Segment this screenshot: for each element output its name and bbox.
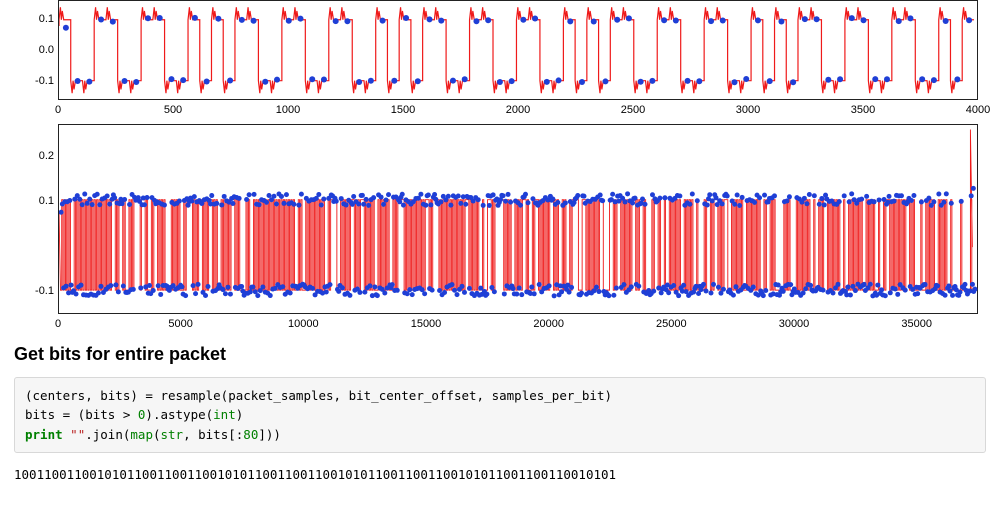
x-tick-label: 3500 <box>851 104 875 116</box>
code-cell: (centers, bits) = resample(packet_sample… <box>14 377 986 453</box>
svg-plot-top <box>59 1 979 101</box>
code-line-2a: bits = (bits > <box>25 407 138 422</box>
x-tick-label: 15000 <box>411 318 442 330</box>
x-tick-label: 1500 <box>391 104 415 116</box>
y-tick-label: 0.2 <box>39 150 54 162</box>
x-tick-label: 4000 <box>966 104 990 116</box>
x-tick-label: 35000 <box>901 318 932 330</box>
code-line-2b: ).astype( <box>145 407 213 422</box>
x-axis-ticks-bottom: 0 5000 10000 15000 20000 25000 30000 35000 <box>58 316 978 332</box>
code-num-80: 80 <box>243 427 258 442</box>
x-tick-label: 0 <box>55 104 61 116</box>
signal-chart-top: -0.10.00.1 05001000150020002500300035004… <box>58 0 978 100</box>
x-tick-label: 30000 <box>779 318 810 330</box>
y-tick-label: 0.0 <box>39 44 54 56</box>
x-tick-label: 3000 <box>736 104 760 116</box>
code-builtin-str: str <box>161 427 184 442</box>
x-tick-label: 25000 <box>656 318 687 330</box>
y-tick-label: 0.1 <box>39 195 54 207</box>
x-tick-label: 2500 <box>621 104 645 116</box>
signal-chart-bottom: -0.10.10.2 05000100001500020000250003000… <box>58 124 978 314</box>
code-builtin-map: map <box>130 427 153 442</box>
x-tick-label: 5000 <box>168 318 192 330</box>
code-keyword-print: print <box>25 427 63 442</box>
x-tick-label: 1000 <box>276 104 300 116</box>
svg-plot-bottom <box>59 125 979 315</box>
x-tick-label: 10000 <box>288 318 319 330</box>
y-axis-ticks-bottom: -0.1 0.1 0.2 <box>16 124 56 314</box>
x-tick-label: 20000 <box>533 318 564 330</box>
code-string-empty: "" <box>70 427 85 442</box>
x-axis-ticks-top: 05001000150020002500300035004000 <box>58 102 978 118</box>
x-tick-label: 2000 <box>506 104 530 116</box>
code-line-2c: ) <box>236 407 244 422</box>
y-axis-ticks-top: -0.1 0.0 0.1 <box>16 0 56 100</box>
y-tick-label: 0.1 <box>39 13 54 25</box>
x-tick-label: 0 <box>55 318 61 330</box>
code-line-1: (centers, bits) = resample(packet_sample… <box>25 388 612 403</box>
x-tick-label: 500 <box>164 104 182 116</box>
y-tick-label: -0.1 <box>35 75 54 87</box>
y-tick-label: -0.1 <box>35 285 54 297</box>
output-bits: 1001100110010101100110011001010110011001… <box>14 467 986 482</box>
code-builtin-int: int <box>213 407 236 422</box>
section-heading: Get bits for entire packet <box>14 344 986 365</box>
